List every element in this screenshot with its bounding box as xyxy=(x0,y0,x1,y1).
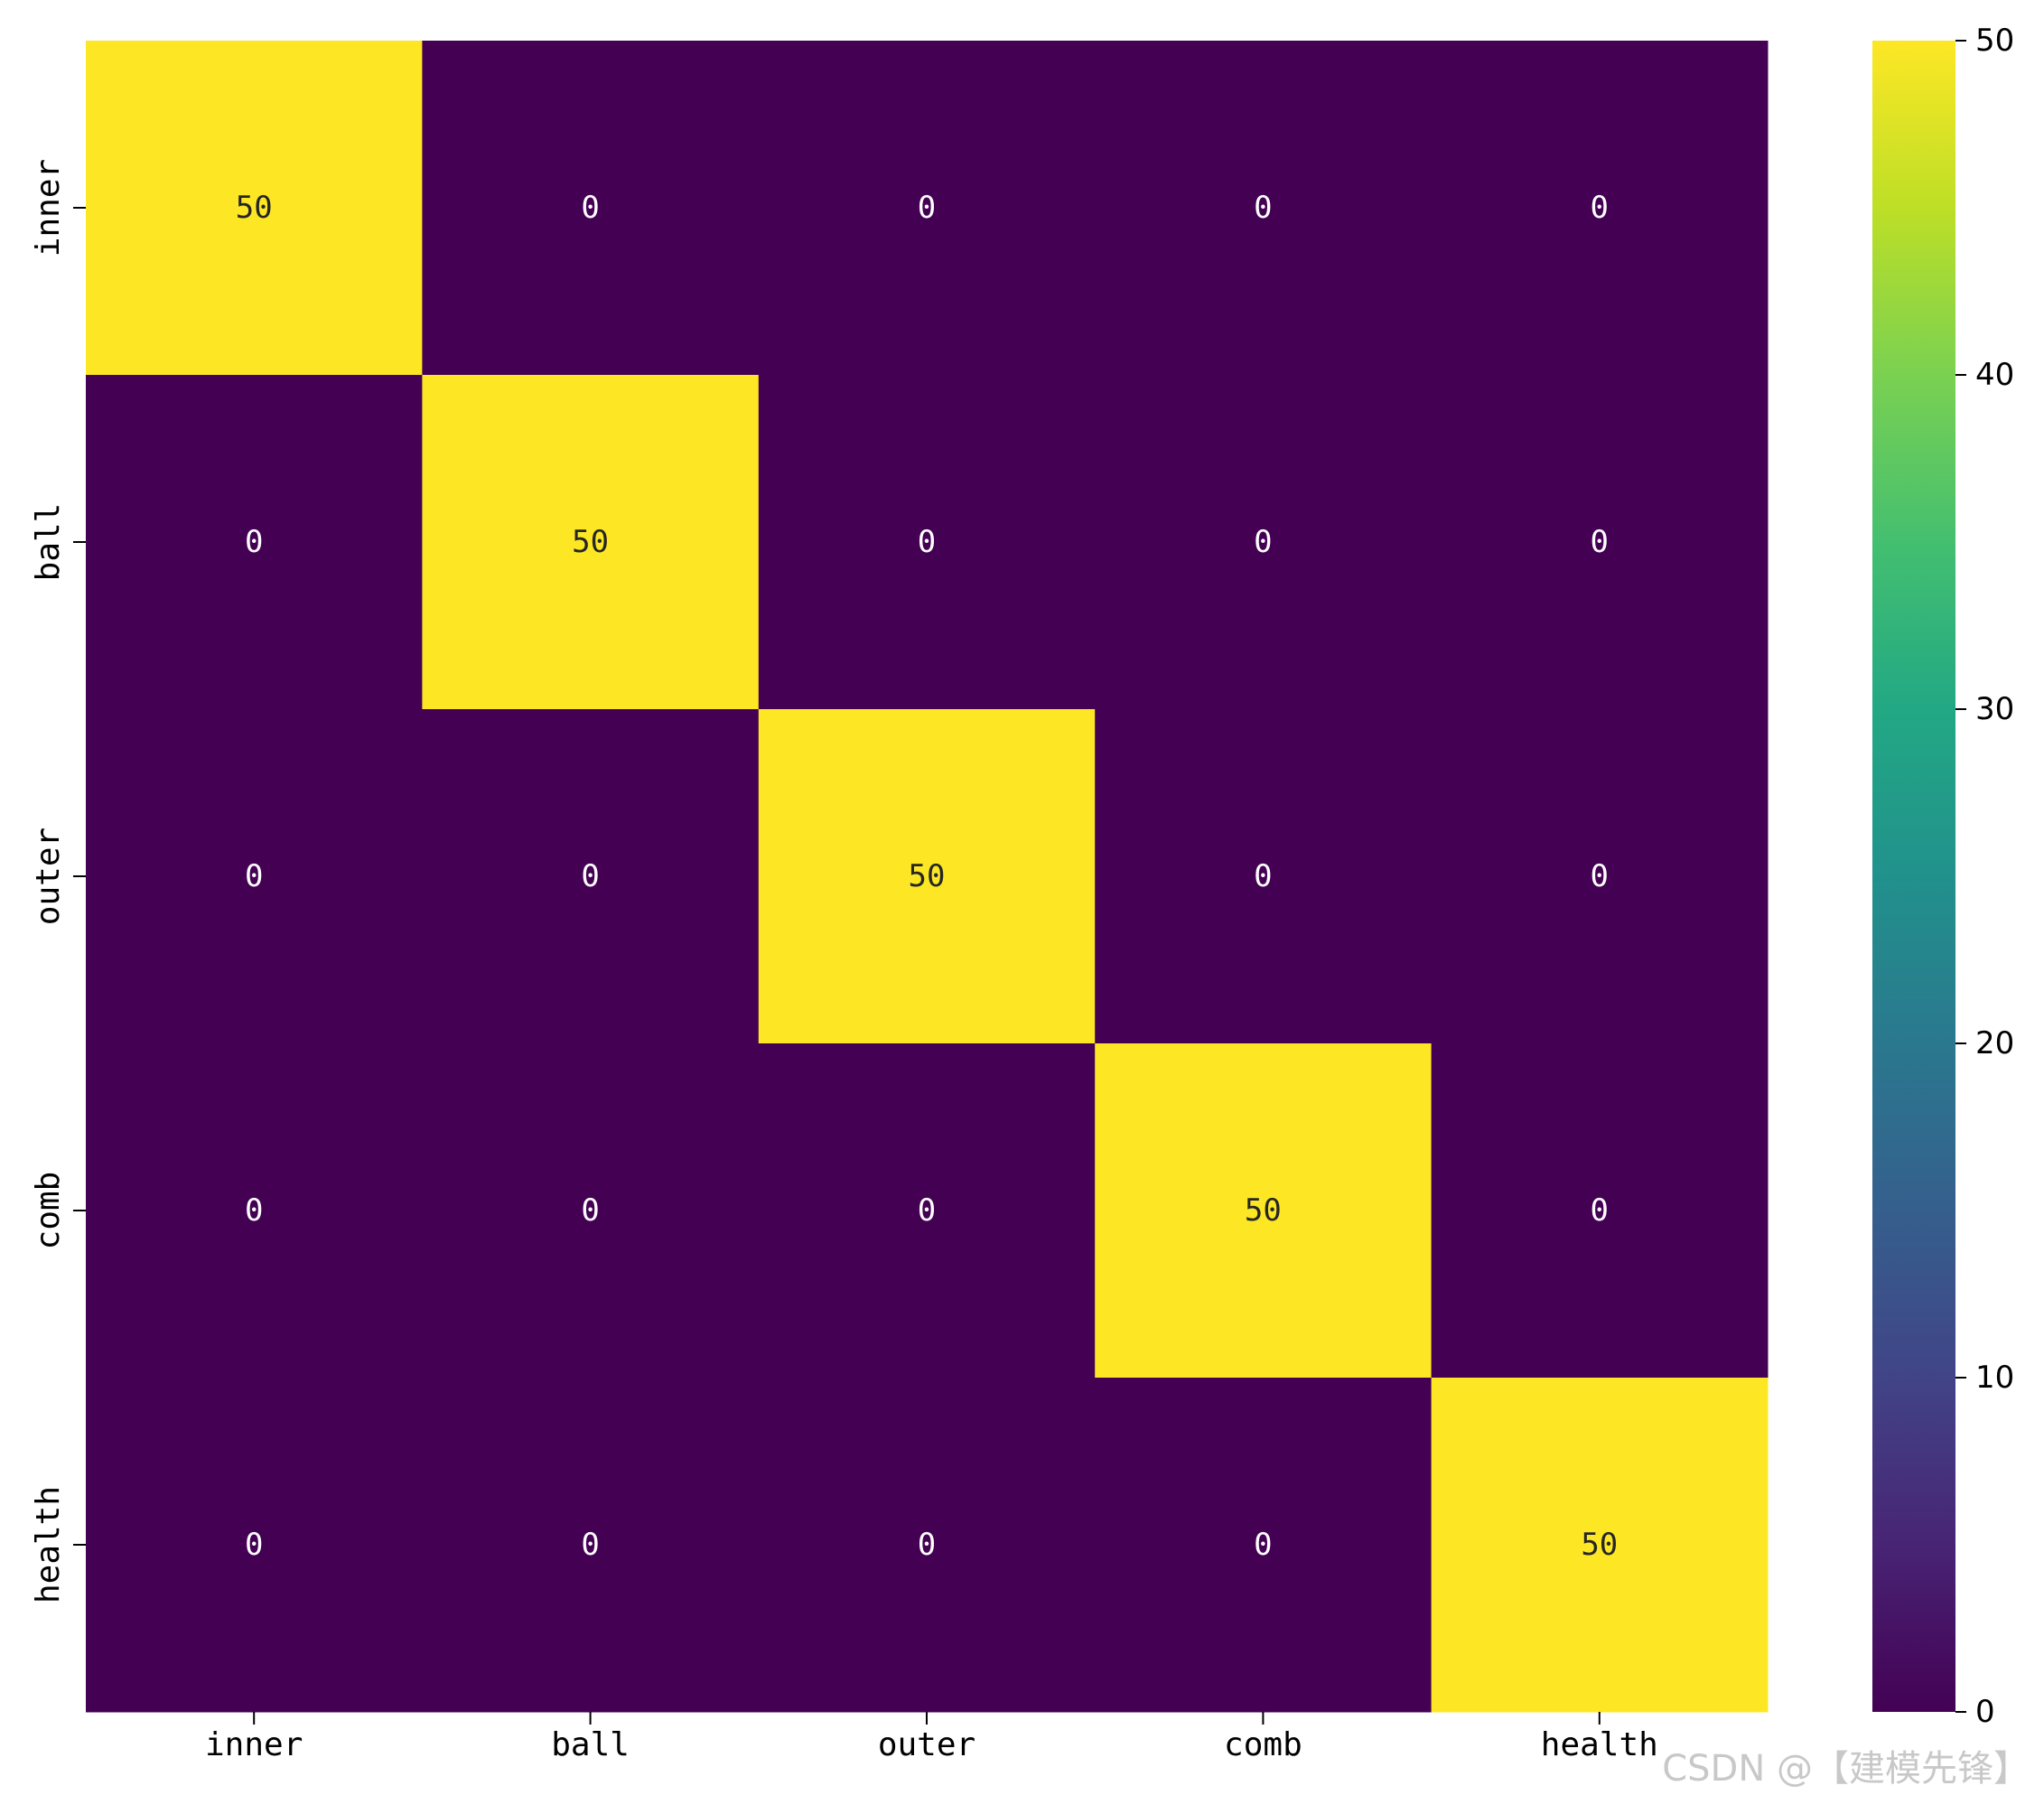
y-axis: inner ball outer comb health xyxy=(30,159,86,1603)
cell-value-label: 0 xyxy=(1591,524,1609,560)
heatmap-cell xyxy=(1431,709,1769,1044)
heatmap-cell xyxy=(86,41,423,376)
y-tick-label: outer xyxy=(30,827,67,925)
heatmap-cells xyxy=(86,41,1769,1713)
cell-value-label: 0 xyxy=(918,190,936,226)
heatmap-cell xyxy=(1431,1378,1769,1713)
heatmap-cell xyxy=(1095,709,1433,1044)
cell-value-label: 0 xyxy=(581,190,599,226)
cell-value-label: 50 xyxy=(909,858,946,894)
heatmap-cell xyxy=(422,709,760,1044)
y-tick-label: inner xyxy=(30,159,67,257)
cell-value-label: 0 xyxy=(1254,858,1272,894)
heatmap-cell xyxy=(1431,1043,1769,1379)
x-tick-label: inner xyxy=(205,1726,303,1763)
heatmap-cell xyxy=(86,709,423,1044)
heatmap-cell xyxy=(86,1378,423,1713)
colorbar-gradient xyxy=(1872,41,1955,1712)
cell-value-label: 0 xyxy=(918,1527,936,1563)
cell-value-label: 0 xyxy=(245,1192,263,1229)
cell-value-label: 50 xyxy=(236,190,273,226)
cell-value-label: 0 xyxy=(581,858,599,894)
cell-value-label: 0 xyxy=(245,858,263,894)
cell-value-label: 0 xyxy=(1591,190,1609,226)
colorbar xyxy=(1872,41,1955,1712)
cell-value-label: 0 xyxy=(1254,1527,1272,1563)
cell-value-label: 0 xyxy=(1254,190,1272,226)
colorbar-tick-label: 20 xyxy=(1975,1025,2014,1061)
heatmap-cell xyxy=(1431,41,1769,376)
cell-value-label: 50 xyxy=(572,524,609,560)
cell-value-label: 0 xyxy=(245,524,263,560)
cell-value-label: 0 xyxy=(918,1192,936,1229)
heatmap-cell xyxy=(1095,375,1433,710)
heatmap-cell xyxy=(758,709,1096,1044)
x-axis: inner ball outer comb health xyxy=(205,1712,1658,1763)
heatmap-cell xyxy=(422,375,760,710)
y-tick-label: ball xyxy=(30,503,67,582)
x-tick-label: comb xyxy=(1224,1726,1302,1763)
heatmap-cell xyxy=(422,1043,760,1379)
heatmap-cell xyxy=(86,375,423,710)
heatmap-cell xyxy=(86,1043,423,1379)
heatmap-cell xyxy=(1431,375,1769,710)
x-tick-label: outer xyxy=(878,1726,975,1763)
x-tick-label: ball xyxy=(551,1726,630,1763)
cell-value-label: 0 xyxy=(581,1527,599,1563)
heatmap-cell xyxy=(758,375,1096,710)
colorbar-tick-label: 50 xyxy=(1975,23,2014,59)
cell-value-label: 0 xyxy=(1254,524,1272,560)
heatmap-cell xyxy=(758,1378,1096,1713)
watermark: CSDN @【建模先锋】 xyxy=(1662,1748,2030,1790)
colorbar-tick-label: 0 xyxy=(1975,1694,1995,1730)
colorbar-tick-label: 40 xyxy=(1975,357,2014,393)
heatmap-cell-labels: 50 0 0 0 0 0 50 0 0 0 0 0 50 0 0 0 0 0 50 0 0 0 0 0 50 xyxy=(236,190,1619,1563)
cell-value-label: 0 xyxy=(1591,858,1609,894)
cell-value-label: 50 xyxy=(1581,1527,1618,1563)
heatmap-cell xyxy=(422,41,760,376)
heatmap-cell xyxy=(422,1378,760,1713)
heatmap-cell xyxy=(1095,1043,1433,1379)
heatmap-cell xyxy=(1095,41,1433,376)
heatmap-cell xyxy=(758,41,1096,376)
cell-value-label: 0 xyxy=(581,1192,599,1229)
colorbar-tick-label: 30 xyxy=(1975,691,2014,727)
cell-value-label: 0 xyxy=(918,524,936,560)
y-tick-label: comb xyxy=(30,1172,67,1250)
heatmap-cell xyxy=(1095,1378,1433,1713)
x-tick-label: health xyxy=(1541,1726,1658,1763)
colorbar-ticks: 0 10 20 30 40 50 xyxy=(1955,23,2014,1730)
y-tick-label: health xyxy=(30,1486,67,1603)
cell-value-label: 50 xyxy=(1245,1192,1282,1229)
cell-value-label: 0 xyxy=(245,1527,263,1563)
cell-value-label: 0 xyxy=(1591,1192,1609,1229)
heatmap-cell xyxy=(758,1043,1096,1379)
colorbar-tick-label: 10 xyxy=(1975,1360,2014,1396)
